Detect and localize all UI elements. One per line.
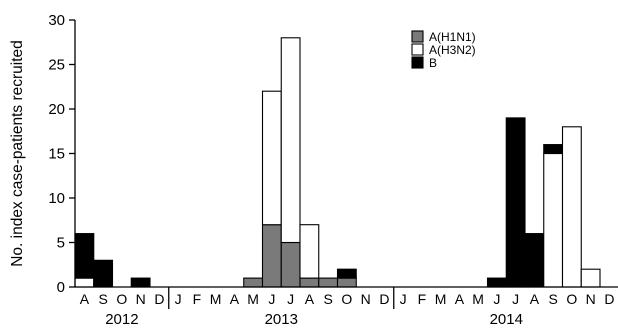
month-label-14: O: [341, 291, 352, 307]
y-tick-label-10: 10: [48, 190, 65, 207]
y-tick-label-30: 30: [48, 12, 65, 29]
month-label-25: S: [548, 291, 557, 307]
month-label-9: M: [247, 291, 259, 307]
month-label-1: S: [98, 291, 107, 307]
legend-label-ah1n1: A(H1N1): [429, 30, 476, 44]
month-label-24: A: [530, 291, 540, 307]
y-tick-label-15: 15: [48, 146, 65, 163]
month-label-10: J: [268, 291, 275, 307]
month-label-27: N: [586, 291, 596, 307]
month-label-26: O: [566, 291, 577, 307]
bar-ah3n2-27: [580, 268, 601, 288]
legend-label-ah3n2: A(H3N2): [429, 43, 476, 57]
y-axis: 0 5 10 15 20 25 30: [48, 12, 76, 296]
bar-b-25: [543, 144, 564, 155]
bar-ah3n2-0: [74, 277, 95, 288]
bar-ah1n1-11: [280, 241, 301, 288]
year-label-2013: 2013: [265, 311, 298, 328]
year-label-2014: 2014: [490, 311, 523, 328]
bar-ah3n2-26: [561, 126, 582, 288]
month-label-4: D: [154, 291, 164, 307]
month-label-6: F: [193, 291, 202, 307]
bar-b-14: [336, 268, 357, 279]
bar-ah1n1-10: [261, 224, 282, 288]
month-label-7: M: [210, 291, 222, 307]
month-label-20: A: [455, 291, 465, 307]
month-label-13: S: [323, 291, 332, 307]
legend-label-b: B: [429, 56, 437, 70]
y-tick-label-0: 0: [57, 279, 65, 296]
month-label-3: N: [136, 291, 146, 307]
bar-ah1n1-12: [299, 277, 320, 288]
y-axis-label: No. index case-patients recruited: [9, 40, 26, 267]
month-label-17: J: [400, 291, 407, 307]
month-label-5: J: [175, 291, 182, 307]
month-label-23: J: [512, 291, 519, 307]
bar-b-0: [74, 233, 95, 279]
month-label-8: A: [230, 291, 240, 307]
y-tick-label-20: 20: [48, 101, 65, 118]
bar-b-24: [524, 233, 545, 288]
legend-swatch-ah3n2: [411, 43, 424, 56]
bar-ah3n2-25: [543, 152, 564, 288]
month-label-19: M: [435, 291, 447, 307]
month-label-12: A: [305, 291, 315, 307]
month-label-18: F: [418, 291, 427, 307]
bar-ah1n1-13: [318, 277, 339, 288]
y-tick-label-5: 5: [57, 235, 65, 252]
month-label-16: D: [379, 291, 389, 307]
bar-b-1: [93, 259, 114, 288]
y-tick-label-25: 25: [48, 57, 65, 74]
bar-ah3n2-12: [299, 224, 320, 279]
bar-ah1n1-14: [336, 277, 357, 288]
legend: A(H1N1)A(H3N2)B: [411, 30, 476, 70]
bar-ah1n1-9: [243, 277, 264, 288]
bar-ah3n2-10: [261, 90, 282, 226]
month-label-0: A: [80, 291, 90, 307]
bar-b-23: [505, 117, 526, 288]
legend-swatch-ah1n1: [411, 30, 424, 43]
legend-swatch-b: [411, 56, 424, 69]
month-label-15: N: [361, 291, 371, 307]
month-label-2: O: [116, 291, 127, 307]
month-label-22: J: [493, 291, 500, 307]
month-label-11: J: [287, 291, 294, 307]
month-label-28: D: [604, 291, 614, 307]
bar-ah3n2-11: [280, 37, 301, 244]
bar-b-22: [486, 277, 507, 288]
month-label-21: M: [472, 291, 484, 307]
year-label-2012: 2012: [105, 311, 138, 328]
bar-b-3: [130, 277, 151, 288]
bars: [74, 37, 601, 288]
